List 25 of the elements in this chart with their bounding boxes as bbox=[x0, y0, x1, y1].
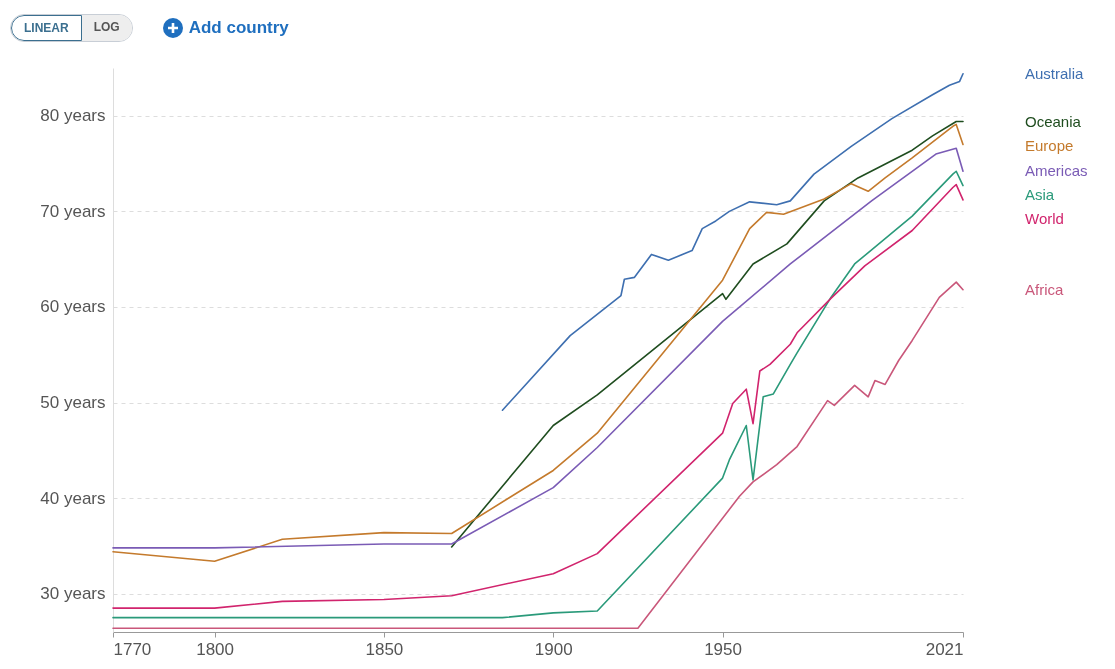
text: Americas bbox=[1025, 162, 1088, 180]
x-tick-label: 1950 bbox=[704, 639, 742, 659]
line-series bbox=[112, 281, 964, 629]
text: Asia bbox=[1025, 186, 1055, 204]
x-tick-label: 1900 bbox=[534, 639, 573, 659]
x-tick-label: 1850 bbox=[365, 639, 404, 659]
y-tick-label: 80 years bbox=[40, 106, 106, 126]
text: Europe bbox=[1025, 136, 1074, 154]
y-tick-label: 30 years bbox=[40, 584, 106, 604]
x-tick-label: 1800 bbox=[196, 639, 235, 659]
text: LINEAR bbox=[11, 15, 82, 41]
x-tick-label: 2021 bbox=[925, 639, 964, 659]
y-tick-label: 50 years bbox=[40, 393, 106, 413]
line-series bbox=[501, 72, 964, 412]
text: Australia bbox=[1025, 64, 1085, 82]
y-tick-label: 60 years bbox=[40, 297, 106, 317]
text: LOG bbox=[81, 15, 132, 41]
text: Oceania bbox=[1025, 112, 1082, 130]
text: World bbox=[1025, 210, 1064, 228]
text: Africa bbox=[1025, 280, 1064, 298]
x-tick-label: 1770 bbox=[113, 639, 152, 659]
line-series bbox=[450, 120, 964, 548]
y-tick-label: 70 years bbox=[40, 201, 106, 221]
y-tick-label: 40 years bbox=[40, 488, 106, 508]
text: Add country bbox=[188, 18, 289, 38]
